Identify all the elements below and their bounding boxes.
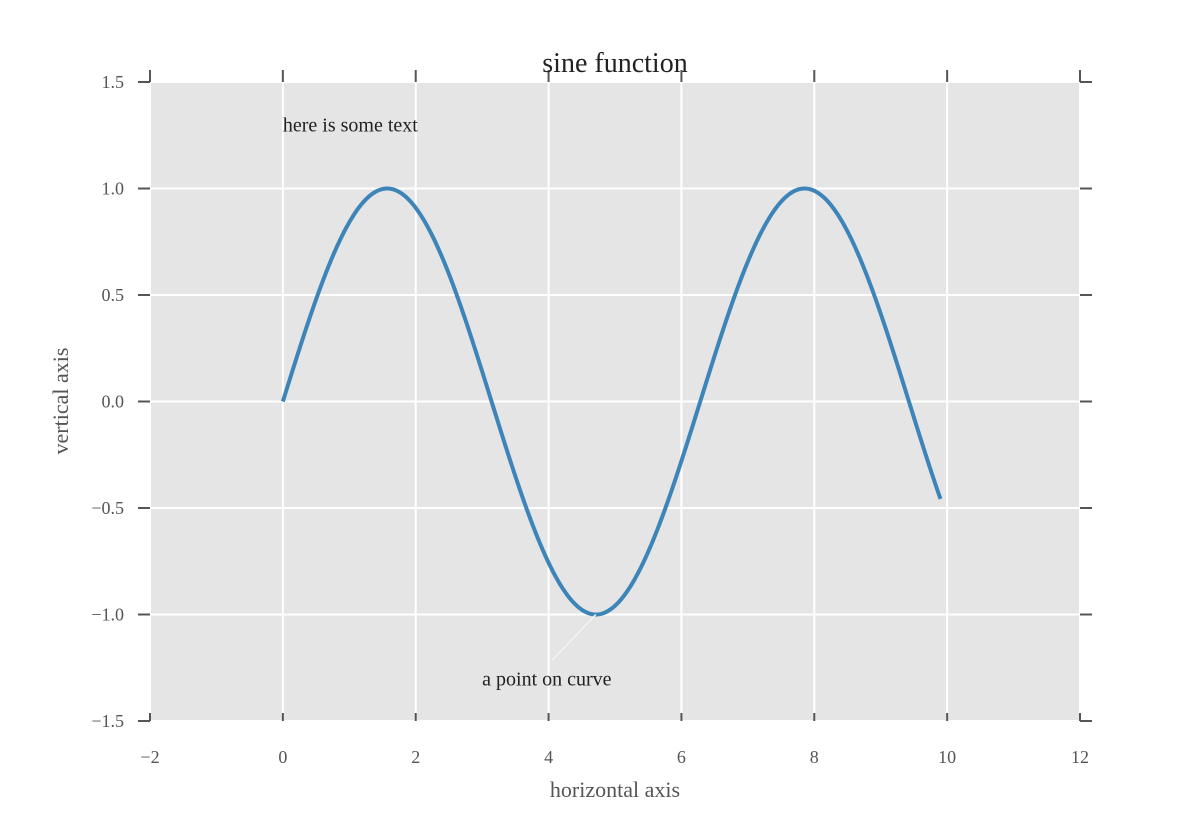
y-tick-label: 1.0 [102, 179, 125, 199]
x-tick-label: 10 [938, 747, 956, 767]
annotation-text: a point on curve [482, 668, 612, 690]
annotation-text: here is some text [283, 115, 418, 137]
chart-title: sine function [542, 48, 687, 79]
y-tick-label: −1.0 [91, 605, 124, 625]
series-layer [280, 186, 943, 617]
x-tick-label: −2 [140, 747, 159, 767]
x-axis-title: horizontal axis [550, 777, 680, 802]
x-tick-label: 8 [810, 747, 819, 767]
y-axis-title: vertical axis [48, 348, 73, 455]
x-tick-label: 2 [411, 747, 420, 767]
x-tick-label: 12 [1071, 747, 1089, 767]
y-tick-label: 0.5 [102, 285, 125, 305]
y-tick-label: −1.5 [91, 711, 124, 731]
x-tick-label: 4 [544, 747, 553, 767]
sine-series-line [280, 186, 943, 617]
x-tick-label: 6 [677, 747, 686, 767]
annotation-layer: here is some text a point on curve [283, 115, 612, 691]
y-tick-label: −0.5 [91, 498, 124, 518]
y-tick-label: 0.0 [102, 392, 125, 412]
ticks: −2 0 2 4 6 8 10 12 −1.5 −1.0 −0.5 0.0 0.5 1.0 1.5 [91, 70, 1092, 767]
y-tick-label: 1.5 [102, 72, 125, 92]
annotation-arrow [551, 613, 597, 661]
x-tick-label: 0 [278, 747, 287, 767]
